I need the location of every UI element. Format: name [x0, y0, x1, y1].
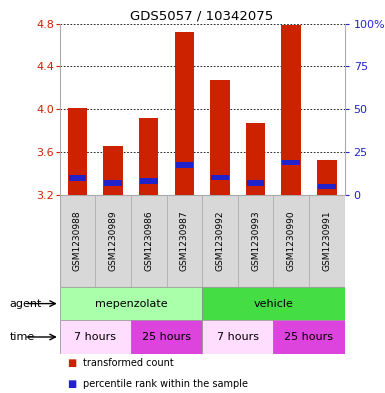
Text: GSM1230989: GSM1230989: [109, 210, 117, 271]
Title: GDS5057 / 10342075: GDS5057 / 10342075: [131, 9, 274, 22]
Bar: [282, 160, 300, 165]
Text: time: time: [10, 332, 35, 342]
Bar: [317, 160, 336, 195]
Text: GSM1230988: GSM1230988: [73, 210, 82, 271]
Text: 25 hours: 25 hours: [142, 332, 191, 342]
Text: vehicle: vehicle: [253, 299, 293, 309]
Text: GSM1230991: GSM1230991: [322, 210, 331, 271]
Text: mepenzolate: mepenzolate: [95, 299, 167, 309]
Bar: [69, 175, 86, 181]
Text: agent: agent: [10, 299, 42, 309]
Bar: [176, 162, 193, 167]
Bar: [238, 195, 273, 287]
Bar: [104, 180, 122, 186]
Bar: [246, 123, 265, 195]
Text: GSM1230992: GSM1230992: [216, 211, 224, 271]
Bar: [131, 195, 166, 287]
Bar: [273, 320, 345, 354]
Bar: [281, 25, 301, 195]
Bar: [95, 195, 131, 287]
Text: GSM1230993: GSM1230993: [251, 210, 260, 271]
Bar: [166, 195, 202, 287]
Bar: [60, 320, 131, 354]
Text: GSM1230986: GSM1230986: [144, 210, 153, 271]
Bar: [247, 180, 264, 186]
Bar: [60, 195, 95, 287]
Bar: [68, 108, 87, 195]
Bar: [273, 195, 309, 287]
Text: 7 hours: 7 hours: [74, 332, 116, 342]
Bar: [103, 147, 123, 195]
Bar: [202, 320, 273, 354]
Text: ■: ■: [67, 358, 77, 367]
Text: GSM1230990: GSM1230990: [287, 210, 296, 271]
Text: transformed count: transformed count: [83, 358, 174, 367]
Bar: [211, 174, 229, 180]
Bar: [318, 184, 336, 189]
Bar: [174, 32, 194, 195]
Bar: [202, 195, 238, 287]
Text: percentile rank within the sample: percentile rank within the sample: [83, 379, 248, 389]
Bar: [210, 80, 230, 195]
Bar: [139, 118, 159, 195]
Bar: [60, 287, 202, 320]
Bar: [309, 195, 345, 287]
Bar: [202, 287, 345, 320]
Text: ■: ■: [67, 379, 77, 389]
Text: 25 hours: 25 hours: [285, 332, 333, 342]
Text: GSM1230987: GSM1230987: [180, 210, 189, 271]
Text: 7 hours: 7 hours: [217, 332, 259, 342]
Bar: [140, 178, 157, 184]
Bar: [131, 320, 202, 354]
